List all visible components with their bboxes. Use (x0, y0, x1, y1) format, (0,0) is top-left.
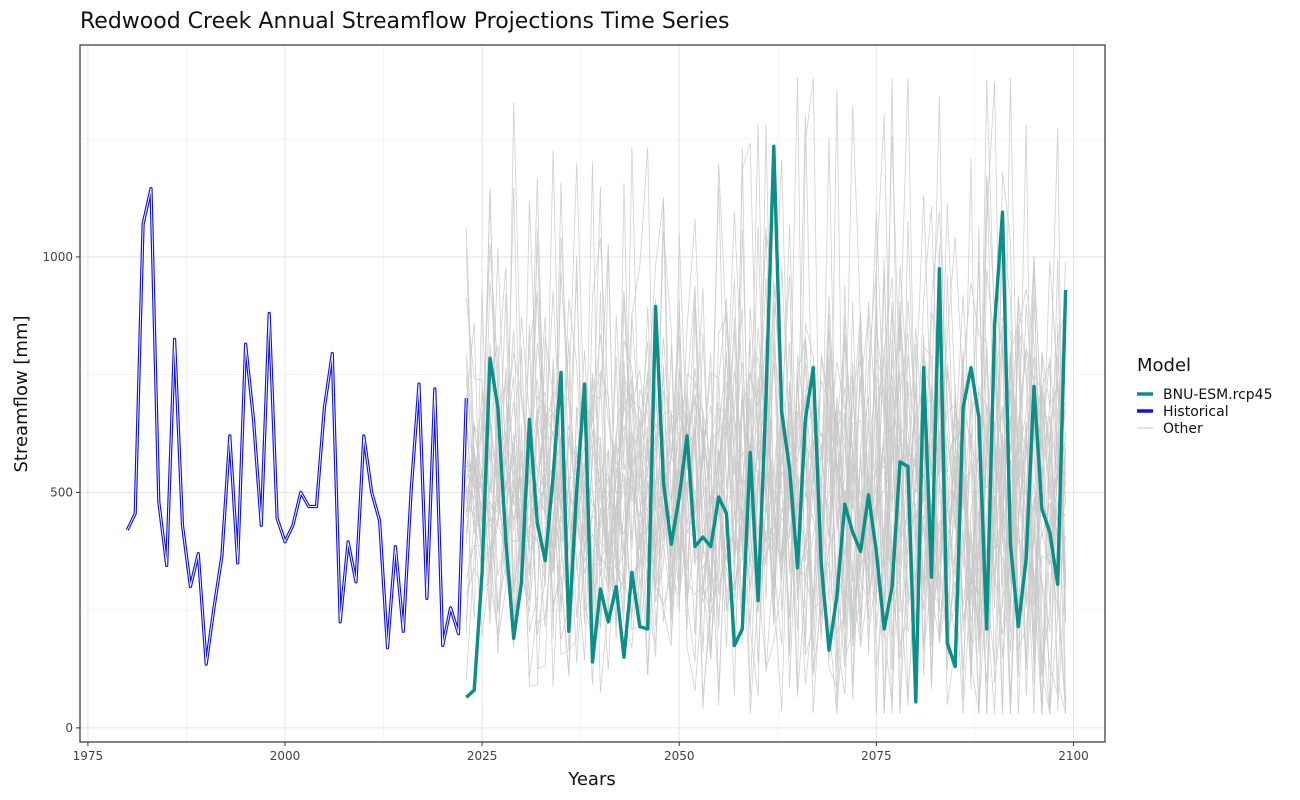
legend-title: Model (1137, 355, 1191, 376)
series-line-other (465, 102, 1066, 710)
x-axis: 1975 2000 2025 2050 2075 2100 (73, 742, 1089, 763)
x-tick-label: 2100 (1058, 749, 1089, 763)
x-tick-label: 1975 (73, 749, 104, 763)
x-tick-label: 2000 (270, 749, 301, 763)
legend-label-other: Other (1163, 421, 1203, 437)
plot-border (79, 44, 1106, 743)
series-layer (125, 77, 1068, 714)
y-axis: 0 500 1000 (42, 250, 80, 735)
y-tick-label: 1000 (42, 250, 73, 264)
x-tick-label: 2075 (861, 749, 892, 763)
y-tick-label: 500 (50, 485, 73, 499)
series-line-historical-inner (126, 188, 467, 665)
legend-label-historical: Historical (1163, 404, 1229, 420)
series-line-other (465, 238, 1066, 714)
x-axis-title: Years (567, 769, 616, 790)
chart-title: Redwood Creek Annual Streamflow Projecti… (80, 9, 730, 34)
series-line-bnu-esm-rcp45 (465, 144, 1068, 704)
x-tick-label: 2050 (664, 749, 695, 763)
y-axis-title: Streamflow [mm] (11, 315, 32, 472)
x-tick-label: 2025 (467, 749, 498, 763)
legend-label-bnu-esm-rcp45: BNU-ESM.rcp45 (1163, 387, 1272, 403)
y-tick-label: 0 (65, 721, 73, 735)
